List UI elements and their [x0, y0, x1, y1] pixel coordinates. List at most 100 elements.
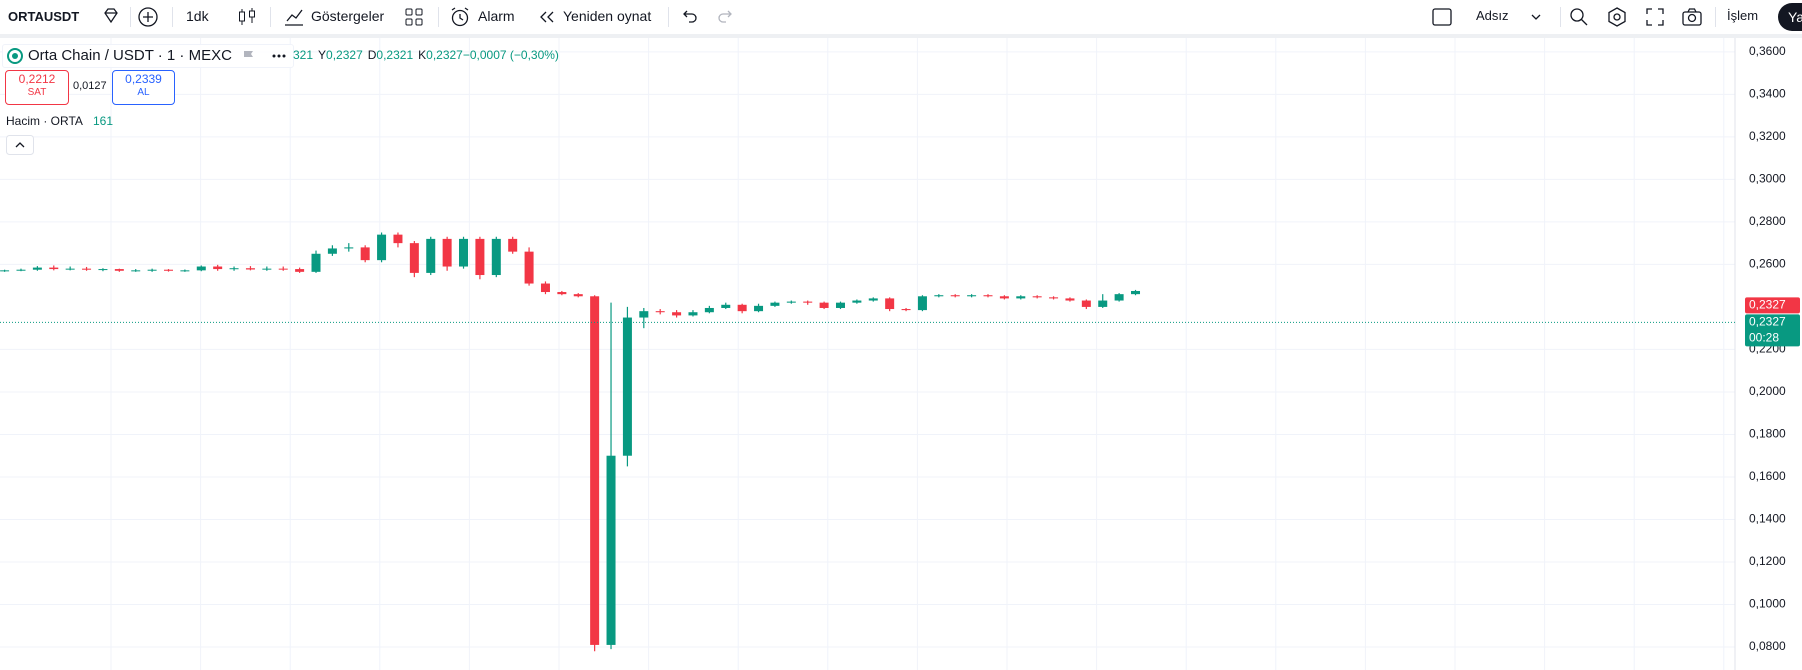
alert[interactable]: Alarm	[478, 8, 515, 24]
candle-body	[278, 268, 288, 270]
candle-body	[344, 247, 354, 249]
candle-body	[426, 238, 436, 273]
candle-body	[885, 298, 895, 310]
candle-body	[770, 302, 780, 306]
interval[interactable]: 1dk	[186, 8, 209, 24]
trade-button[interactable]: İşlem	[1727, 8, 1759, 23]
price-label: 0,2327	[1749, 298, 1786, 312]
chevron[interactable]	[1528, 5, 1544, 29]
settings-icon[interactable]	[1605, 5, 1629, 29]
candle-body	[147, 269, 157, 271]
volume-value: 161	[93, 114, 114, 128]
y-tick-label: 0,2000	[1749, 384, 1786, 398]
indicators-icon[interactable]	[282, 5, 306, 29]
legend-icons[interactable]	[242, 48, 292, 64]
candle-body	[1131, 290, 1141, 295]
candle-body	[737, 304, 747, 312]
candle-body	[819, 302, 829, 308]
candle-body	[114, 269, 124, 271]
sell-button[interactable]: 0,2212 SAT	[5, 70, 69, 105]
candle-body	[557, 292, 567, 295]
y-tick-label: 0,3400	[1749, 87, 1786, 101]
candle-body	[180, 270, 190, 272]
candle-body	[475, 238, 485, 276]
redo[interactable]	[714, 5, 738, 29]
candle-body	[491, 238, 501, 276]
candle-body	[1098, 300, 1108, 307]
snapshot-icon[interactable]	[1680, 5, 1704, 29]
candle-body	[131, 270, 141, 272]
candle-body	[917, 296, 927, 311]
candle-body	[622, 317, 632, 456]
symbol[interactable]: ORTAUSDT	[8, 9, 80, 24]
layout-name[interactable]: Adsız	[1476, 8, 1509, 23]
candle-body	[1114, 294, 1124, 301]
candle-body	[672, 312, 682, 316]
candle-body	[868, 298, 878, 301]
candle-body	[377, 234, 387, 261]
candle-body	[704, 307, 714, 313]
buy-label: AL	[137, 87, 150, 98]
toolbar: ORTAUSDT 1dk Göstergeler Alarm Yeniden o…	[0, 0, 1802, 38]
publish-button[interactable]: Ya	[1778, 3, 1802, 31]
candle-body	[393, 234, 403, 244]
legend-title: Orta Chain / USDT · 1 · MEXC	[28, 47, 232, 64]
separator	[270, 7, 271, 27]
y-tick-label: 0,1600	[1749, 469, 1786, 483]
candle-body	[508, 238, 518, 252]
candle-body	[688, 312, 698, 316]
candle-body	[1065, 298, 1075, 301]
y-tick-label: 0,1200	[1749, 554, 1786, 568]
replay-icon[interactable]	[535, 5, 559, 29]
y-tick-label: 0,3000	[1749, 172, 1786, 186]
candle-body	[999, 296, 1009, 299]
diamond-icon[interactable]	[100, 5, 122, 27]
candle-body	[934, 295, 944, 297]
separator	[438, 7, 439, 27]
ohlc-part: D	[367, 48, 377, 62]
ohlc-part: 321	[293, 48, 314, 62]
candle-body	[1081, 300, 1091, 307]
candle-body	[327, 248, 337, 254]
candle-body	[524, 251, 534, 284]
price-label-box	[1745, 297, 1800, 314]
candle-body	[442, 238, 452, 267]
indicators[interactable]: Göstergeler	[311, 8, 385, 24]
templates[interactable]	[402, 5, 426, 29]
price-label-box	[1745, 314, 1800, 347]
ohlc-part: −0,0007 (−0,30%)	[462, 48, 559, 62]
search-icon[interactable]	[1567, 5, 1591, 29]
y-tick-label: 0,1400	[1749, 512, 1786, 526]
add-symbol[interactable]	[136, 5, 160, 29]
candle-body	[229, 268, 239, 270]
candle-body	[196, 266, 206, 271]
undo[interactable]	[677, 5, 701, 29]
candle-body	[16, 269, 26, 271]
y-tick-label: 0,2600	[1749, 257, 1786, 271]
collapse-button[interactable]	[6, 135, 34, 155]
candle-body	[98, 269, 108, 271]
alert-icon[interactable]	[448, 5, 472, 29]
candle-body	[901, 309, 911, 311]
separator	[1715, 7, 1716, 27]
separator	[172, 7, 173, 27]
ohlc-part: 0,2327	[426, 48, 463, 62]
ohlc-part: 0,2327	[326, 48, 363, 62]
buy-button[interactable]: 0,2339 AL	[112, 70, 175, 105]
candle-body	[360, 247, 370, 261]
candle-body	[754, 305, 764, 312]
layout-icon[interactable]	[1430, 5, 1454, 29]
ohlc-part: K	[418, 48, 427, 62]
candle-body	[213, 266, 223, 270]
chart-type[interactable]	[236, 5, 258, 29]
fullscreen-icon[interactable]	[1643, 5, 1667, 29]
candle-body	[655, 311, 665, 313]
candle-body	[639, 311, 649, 318]
candle-body	[852, 300, 862, 303]
replay[interactable]: Yeniden oynat	[563, 8, 652, 24]
candle-body	[967, 295, 977, 297]
ohlc-values: 321 Y0,2327 D0,2321 K0,2327−0,0007 (−0,30%)	[293, 48, 559, 62]
candle-body	[606, 455, 616, 645]
spread: 0,0127	[73, 80, 107, 92]
candle-body	[82, 268, 92, 270]
